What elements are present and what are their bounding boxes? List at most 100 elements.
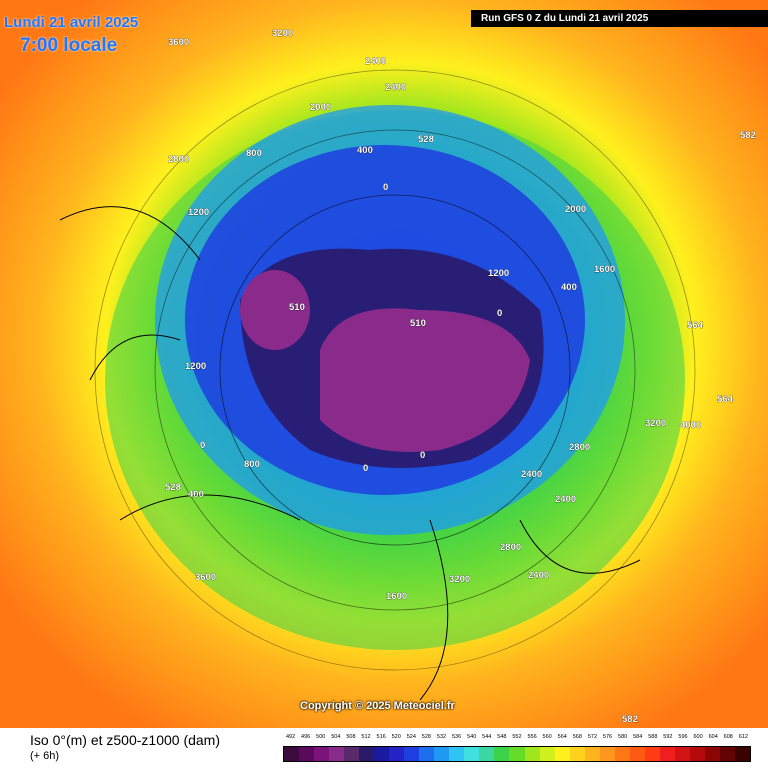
scale-tick: 564 [557,734,567,740]
map-label: 582 [622,714,638,725]
scale-swatch [629,747,645,761]
map-label: 2800 [168,154,189,165]
scale-tick: 496 [301,734,311,740]
scale-swatch [494,747,510,761]
scale-tick: 596 [678,734,688,740]
copyright-notice: Copyright © 2025 Meteociel.fr [300,700,455,712]
scale-swatch [449,747,465,761]
scale-swatch [299,747,315,761]
scale-tick: 516 [376,734,386,740]
map-label: 3600 [195,572,216,583]
scale-swatch [554,747,570,761]
map-label: 3600 [168,37,189,48]
scale-tick: 608 [723,734,733,740]
scale-swatch [704,747,720,761]
scale-tick: 584 [633,734,643,740]
scale-tick: 580 [618,734,628,740]
scale-swatch [389,747,405,761]
map-label: 2400 [385,82,406,93]
map-label: 400 [357,145,373,156]
scale-tick: 548 [497,734,507,740]
scale-tick-labels: 492 496 500 504 508 512 516 520 524 528 532 536 540 5… [283,734,751,744]
purple-core-2 [240,270,310,350]
map-label: 2800 [500,542,521,553]
scale-swatch [524,747,540,761]
scale-tick: 492 [285,734,296,740]
scale-swatch [479,747,495,761]
scale-tick: 576 [602,734,613,740]
scale-tick: 544 [482,734,492,740]
scale-swatch [374,747,390,761]
coastlines [59,206,641,701]
map-label: 3200 [449,574,470,585]
scale-swatch [539,747,555,761]
map-label: 2800 [569,442,590,453]
map-label: 0 [497,308,502,319]
scale-swatch [584,747,600,761]
map-label: 0 [383,182,388,193]
scale-tick: 520 [391,734,401,740]
forecast-date: Lundi 21 avril 2025 [4,14,139,31]
model-run-banner: Run GFS 0 Z du Lundi 21 avril 2025 [471,10,768,27]
map-label: 2000 [310,102,331,113]
map-label: 3200 [272,28,293,39]
scale-tick: 588 [648,734,658,740]
scale-tick: 592 [663,734,673,740]
forecast-step: (+ 6h) [30,750,60,762]
map-label: 800 [246,148,262,159]
scale-swatch [614,747,630,761]
color-scale: 492 496 500 504 508 512 516 520 524 528 532 536 540 5… [283,734,751,762]
map-label: 510 [410,318,426,329]
scale-swatch [599,747,615,761]
scale-swatch [419,747,435,761]
scale-swatch [659,747,675,761]
map-label: 510 [289,302,305,313]
scale-swatch [404,747,420,761]
map-label: 1200 [188,207,209,218]
scale-swatch [329,747,345,761]
scale-swatch [284,747,300,761]
scale-tick: 552 [512,734,522,740]
scale-tick: 524 [406,734,416,740]
scale-swatch [569,747,585,761]
scale-swatch [509,747,525,761]
map-value-labels: 3600 3200 2400 2400 2000 2800 1200 800 4… [165,28,756,726]
scale-tick: 600 [693,734,703,740]
scale-swatch [689,747,705,761]
scale-tick: 512 [361,734,371,740]
scale-swatch [464,747,480,761]
map-label: 2400 [521,469,542,480]
map-label: 1600 [386,591,407,602]
scale-tick: 536 [451,734,462,740]
scale-swatch [674,747,690,761]
map-label: 564 [687,320,704,331]
scale-swatch [644,747,660,761]
map-label: 0 [200,440,205,451]
scale-tick: 504 [331,734,341,740]
scale-swatch [434,747,450,761]
map-label: 2400 [365,56,386,67]
scale-tick: 540 [467,734,477,740]
legend-footer: Iso 0°(m) et z500-z1000 (dam) (+ 6h) 492… [0,728,768,768]
contour-2 [154,129,636,611]
scale-tick: 500 [316,734,326,740]
scale-swatch [314,747,330,761]
map-label: 4000 [680,420,701,431]
map-label: 3200 [645,418,666,429]
scale-tick: 568 [572,734,582,740]
scale-swatch [719,747,735,761]
forecast-time: 7:00 locale [20,35,118,56]
map-label: 528 [418,134,434,145]
map-label: 2400 [555,494,576,505]
scale-color-bar [283,746,751,762]
contour-1 [219,194,571,546]
scale-tick: 604 [708,734,718,740]
map-label: 1200 [185,361,206,372]
map-label: 564 [717,394,734,405]
map-label: 2000 [565,204,586,215]
scale-tick: 532 [436,734,447,740]
map-label: 400 [561,282,577,293]
scale-tick: 508 [346,734,356,740]
scale-tick: 612 [738,734,748,740]
map-label: 0 [420,450,425,461]
